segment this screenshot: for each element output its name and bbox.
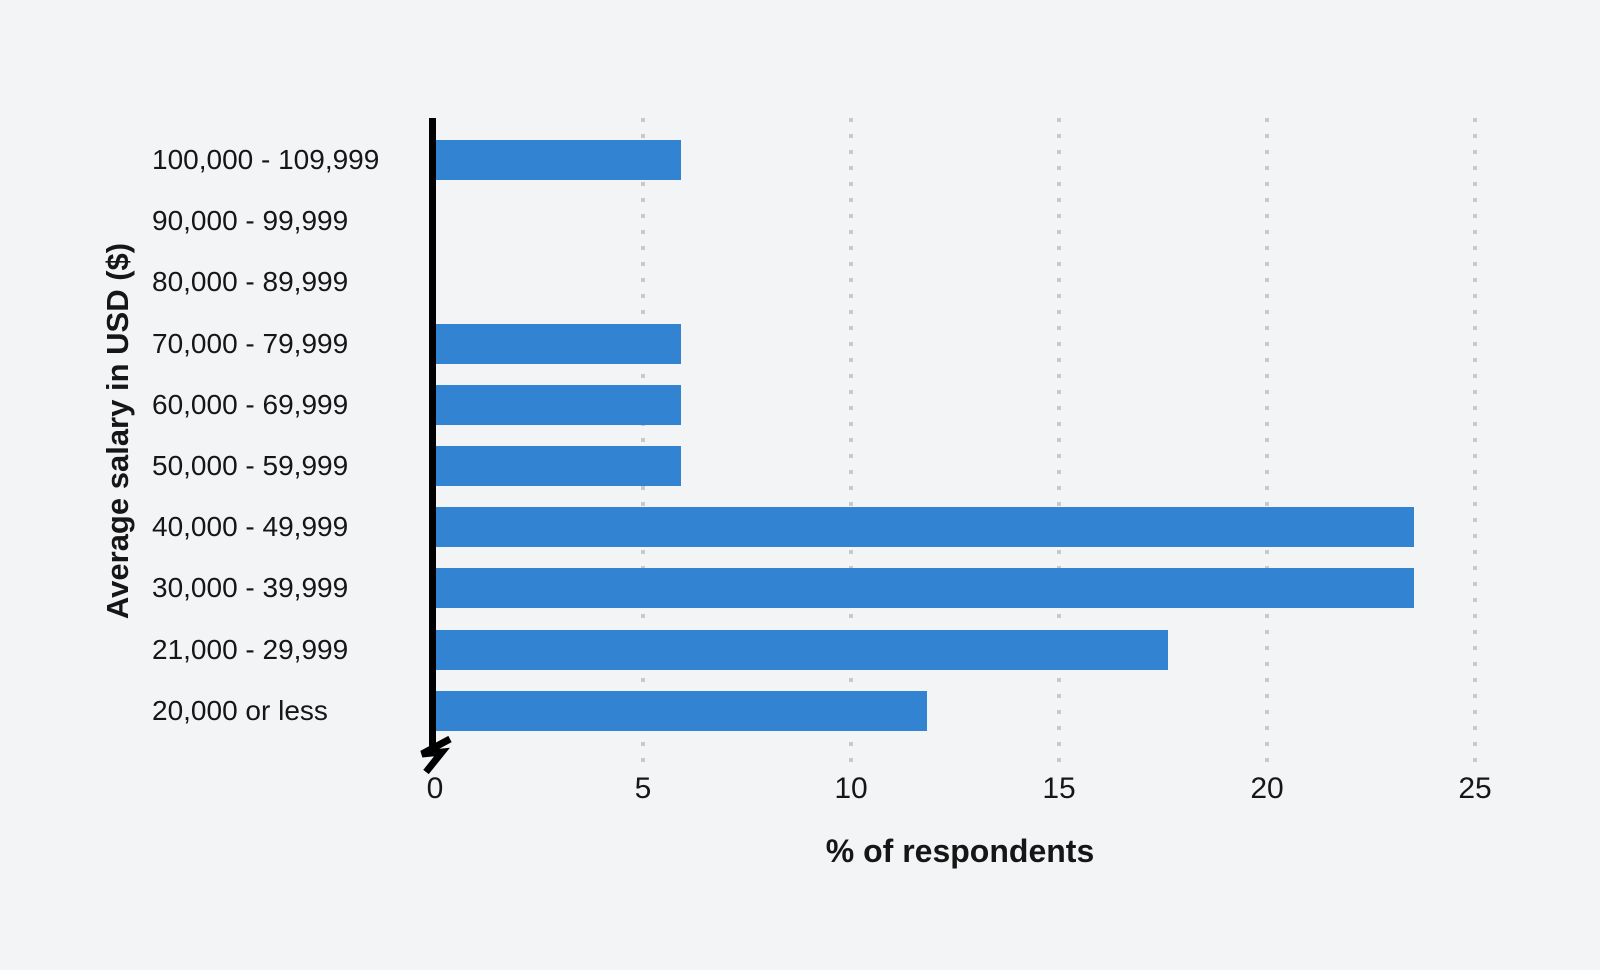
category-label: 70,000 - 79,999 [152,327,349,359]
bar [436,446,682,486]
gridline-15 [1057,118,1061,772]
x-tick-label-0: 0 [426,772,444,805]
bar [436,690,927,731]
bar [436,568,1414,609]
y-axis-line [429,118,436,746]
gridline-25 [1473,118,1477,772]
category-label: 20,000 or less [152,694,328,726]
y-axis-title: Average salary in USD ($) [100,242,135,620]
category-label: 90,000 - 99,999 [152,205,349,237]
bar [436,507,1414,548]
category-label: 60,000 - 69,999 [152,388,349,420]
axis-break-icon [420,735,452,775]
category-label: 21,000 - 29,999 [152,633,349,665]
x-tick-label-5: 5 [634,772,652,805]
bar [436,140,682,180]
gridline-20 [1265,118,1269,772]
x-tick-label-15: 15 [1042,772,1076,805]
category-label: 40,000 - 49,999 [152,511,349,543]
category-label: 80,000 - 89,999 [152,266,349,298]
gridline-5 [641,118,645,772]
x-axis-title: % of respondents [825,833,1095,869]
category-label: 100,000 - 109,999 [152,144,380,175]
x-tick-label-10: 10 [834,772,868,805]
bar [436,384,682,425]
bar [436,629,1169,670]
gridline-10 [849,118,853,772]
x-tick-label-20: 20 [1250,772,1284,805]
category-label: 50,000 - 59,999 [152,450,349,481]
bar [436,323,682,364]
category-label: 30,000 - 39,999 [152,572,349,604]
x-tick-label-25: 25 [1458,772,1492,805]
